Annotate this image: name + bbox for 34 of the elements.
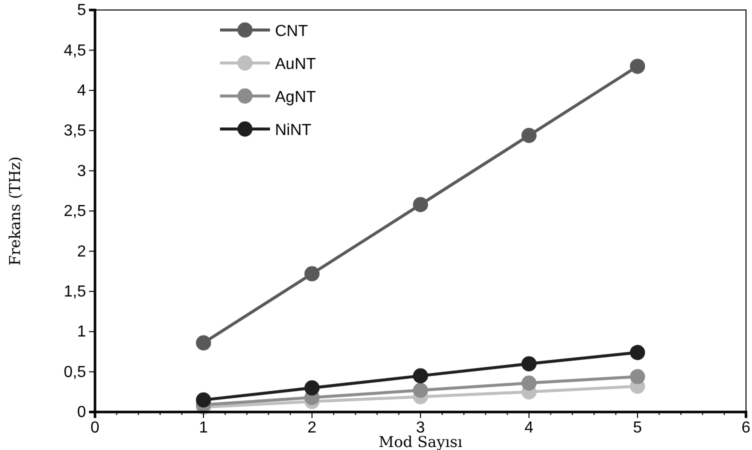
y-tick-label: 3: [77, 162, 86, 180]
x-tick-label: 1: [199, 419, 208, 436]
point: [521, 356, 537, 372]
point: [630, 369, 646, 384]
point: [412, 382, 428, 398]
y-tick-label: 3,5: [64, 122, 86, 140]
y-tick-label: 4: [77, 82, 86, 100]
x-tick-label: 6: [742, 419, 751, 436]
y-tick-label: 4,5: [64, 42, 86, 60]
y-tick-label: 0: [77, 404, 86, 422]
point: [304, 266, 320, 282]
point: [630, 58, 646, 74]
y-axis-title: Frekans (THz): [6, 156, 24, 266]
point: [412, 368, 428, 384]
x-tick-label: 5: [633, 419, 642, 436]
legend-label: AgNT: [275, 89, 316, 106]
y-tick-label: 2: [77, 243, 86, 260]
y-tick-label: 0,5: [64, 364, 86, 381]
x-tick-label: 2: [308, 419, 317, 436]
y-tick-label: 1,5: [64, 284, 86, 301]
point: [412, 197, 428, 212]
y-tick-label: 5: [77, 2, 86, 20]
legend-label: AuNT: [275, 56, 316, 73]
legend-label: NiNT: [275, 122, 312, 139]
y-tick-label: 1: [77, 324, 86, 341]
legend-label: CNT: [275, 23, 308, 40]
x-tick-label: 0: [90, 419, 100, 436]
point: [521, 128, 537, 143]
y-tick-label: 2,5: [64, 203, 86, 220]
point: [304, 380, 320, 396]
point: [521, 376, 537, 391]
point: [196, 335, 212, 350]
point: [630, 344, 646, 360]
x-tick-label: 4: [524, 419, 534, 436]
